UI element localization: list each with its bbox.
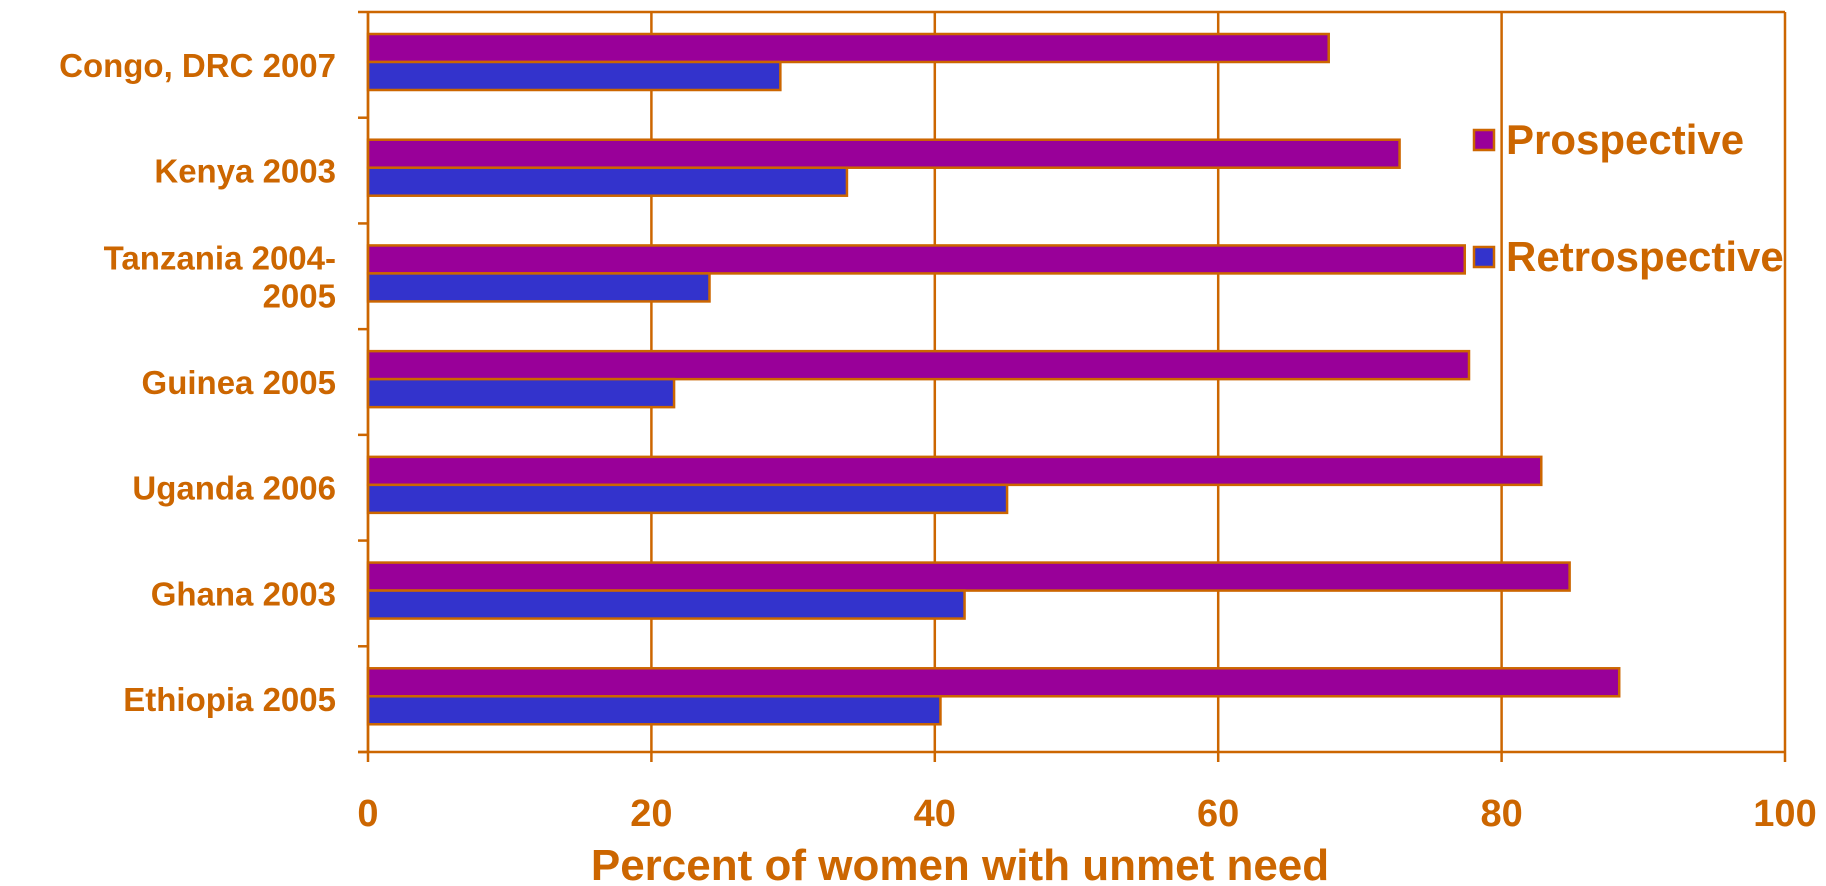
bar-retrospective-6: [366, 589, 966, 620]
legend-label-prospective: Prospective: [1506, 116, 1744, 163]
bar-prospective-7: [366, 667, 1621, 698]
bar-marks: [366, 32, 1621, 726]
bar-prospective-1: [366, 32, 1330, 64]
x-tick-label: 100: [1753, 793, 1816, 835]
x-tick-label: 0: [357, 793, 378, 835]
bar-retrospective-4: [366, 377, 676, 409]
bar-retrospective-3: [366, 272, 711, 303]
bar-prospective-5: [366, 455, 1543, 487]
category-label: Kenya 2003: [154, 153, 336, 190]
category-labels: Congo, DRC 2007 Kenya 2003 Tanzania 2004-2…: [59, 47, 336, 718]
x-tick-label: 80: [1480, 793, 1522, 835]
bar-retrospective-7: [366, 695, 942, 726]
x-tick-labels: 0 20 40 60 80 100: [357, 793, 1816, 835]
x-axis-title: Percent of women with unmet need: [591, 841, 1329, 886]
x-tick-label: 60: [1197, 793, 1239, 835]
legend-swatch-prospective: [1472, 128, 1496, 152]
bar-prospective-3: [366, 244, 1467, 275]
bar-retrospective-2: [366, 166, 849, 197]
category-label: Tanzania 2004-: [104, 239, 336, 276]
category-label: Ethiopia 2005: [123, 681, 336, 718]
category-label: 2005: [263, 277, 336, 314]
bar-retrospective-1: [366, 60, 782, 92]
bar-retrospective-5: [366, 483, 1009, 515]
bar-prospective-4: [366, 349, 1471, 381]
category-label: Uganda 2006: [132, 470, 336, 507]
legend-label-retrospective: Retrospective: [1506, 233, 1784, 280]
x-tick-label: 40: [914, 793, 956, 835]
category-label: Congo, DRC 2007: [59, 47, 336, 84]
bar-prospective-2: [366, 138, 1401, 169]
category-label: Ghana 2003: [151, 575, 336, 612]
legend-swatch-retrospective: [1472, 245, 1496, 269]
x-tick-label: 20: [630, 793, 672, 835]
category-label: Guinea 2005: [142, 364, 336, 401]
axes: [358, 10, 1785, 754]
bar-prospective-6: [366, 561, 1571, 592]
legend: Prospective Retrospective: [1472, 116, 1784, 280]
